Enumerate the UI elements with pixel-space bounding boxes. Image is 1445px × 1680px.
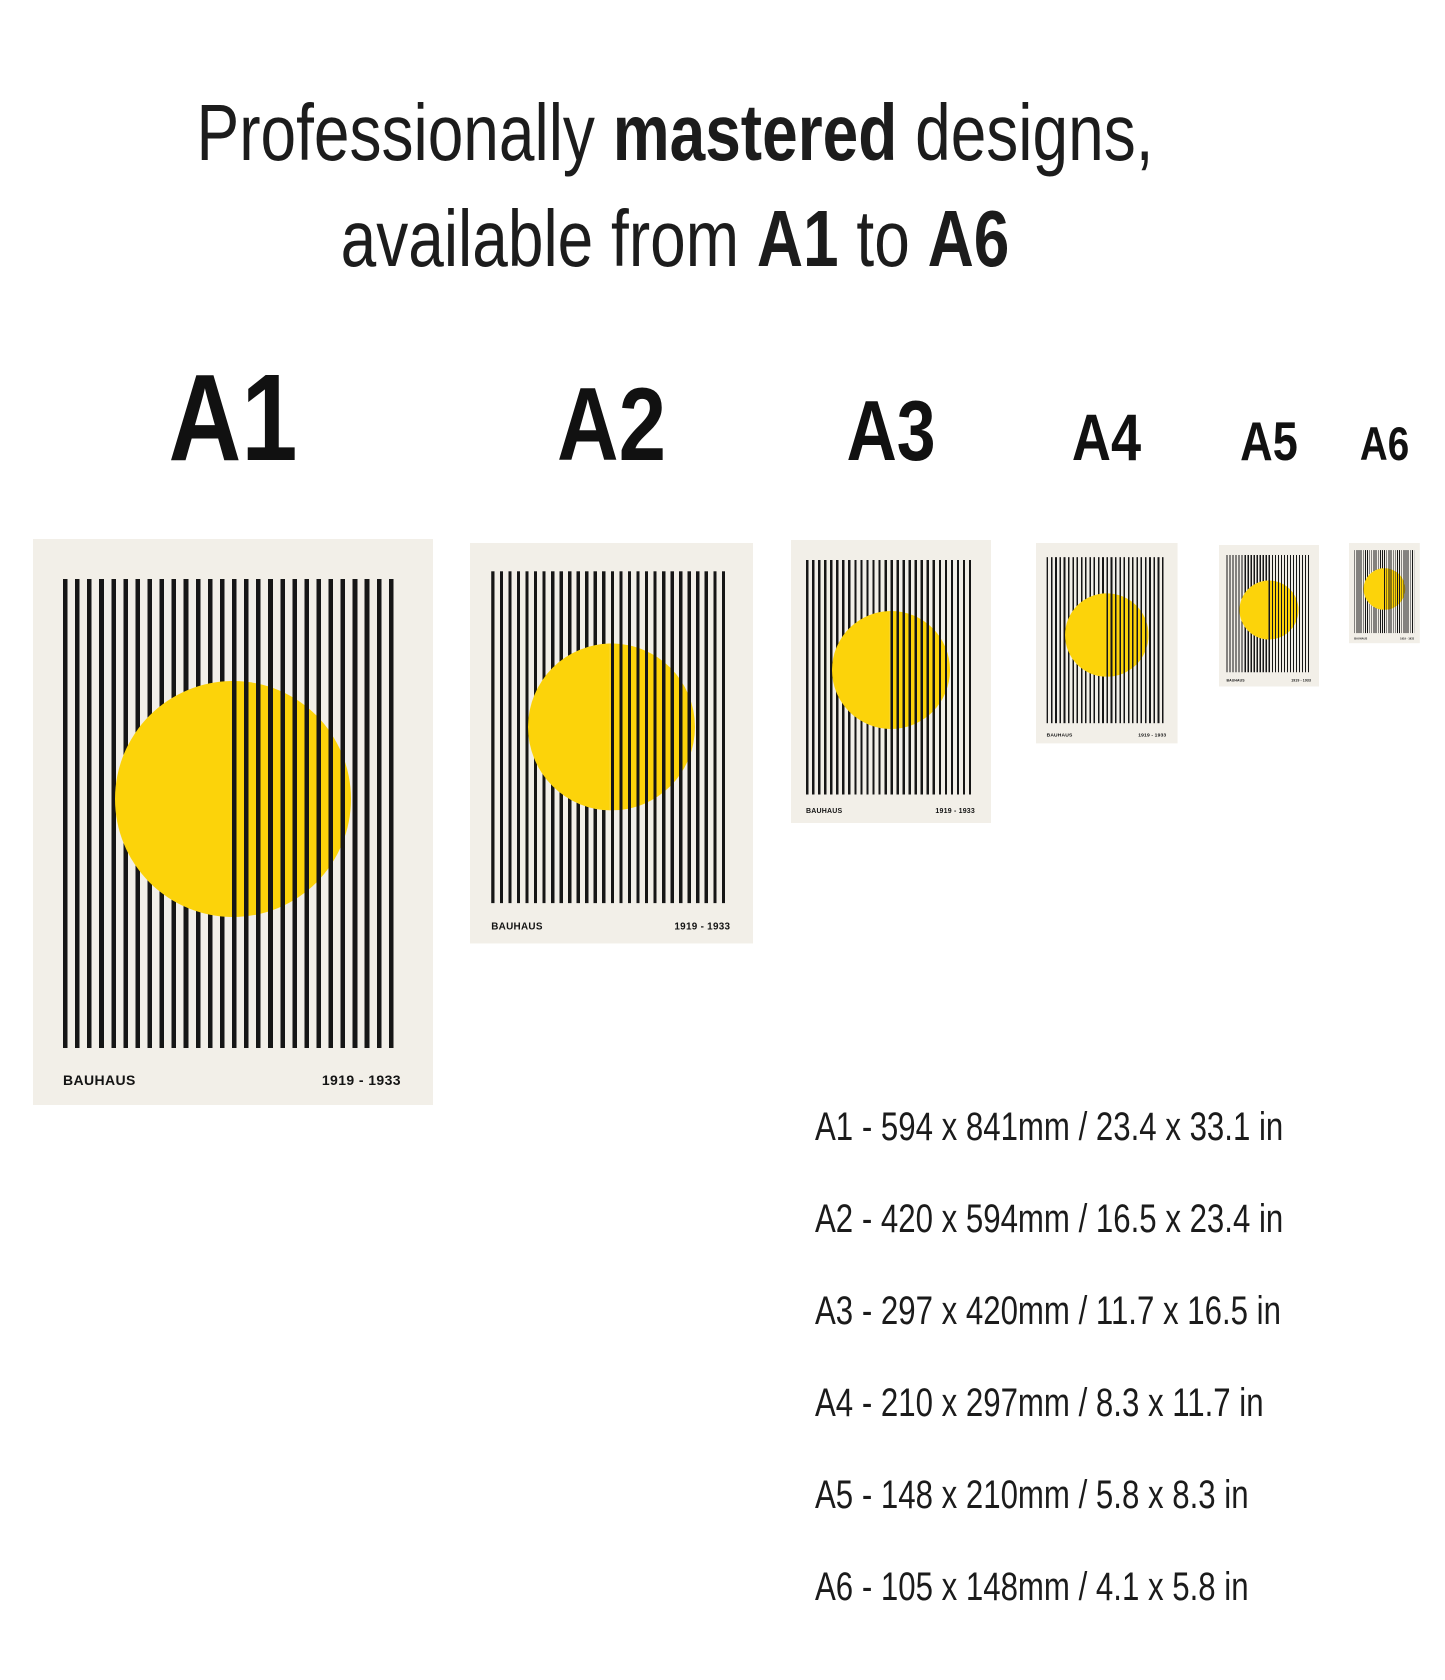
poster-footer: BAUHAUS 1919 - 1933 xyxy=(1354,638,1414,640)
size-list: A1 - 594 x 841mm / 23.4 x 33.1 in A2 - 4… xyxy=(815,1081,1415,1633)
size-label-a6: A6 xyxy=(1359,417,1410,470)
stripe-pattern xyxy=(63,579,401,1048)
poster-a3: BAUHAUS 1919 - 1933 xyxy=(791,540,991,823)
headline-line-1: Professionally mastered designs, xyxy=(135,80,1215,186)
size-row-a5: A5 - 148 x 210mm / 5.8 x 8.3 in xyxy=(815,1473,1249,1517)
poster-brand-label: BAUHAUS xyxy=(1046,731,1073,738)
headline-bold-mastered: mastered xyxy=(612,88,898,177)
size-label-a3: A3 xyxy=(846,384,936,479)
poster-footer: BAUHAUS 1919 - 1933 xyxy=(1047,732,1167,737)
size-label-a4: A4 xyxy=(1071,400,1142,474)
poster-a6: BAUHAUS 1919 - 1933 xyxy=(1349,543,1420,644)
poster-years-label: 1919 - 1933 xyxy=(1400,637,1415,641)
size-label-a2: A2 xyxy=(556,367,667,483)
headline-bold-a6: A6 xyxy=(927,194,1010,283)
poster-years-label: 1919 - 1933 xyxy=(321,1072,401,1088)
poster-footer: BAUHAUS 1919 - 1933 xyxy=(63,1073,401,1087)
poster-brand-label: BAUHAUS xyxy=(1226,678,1245,683)
size-row-a2: A2 - 420 x 594mm / 16.5 x 23.4 in xyxy=(815,1197,1284,1241)
poster-a2-artwork: BAUHAUS 1919 - 1933 xyxy=(470,543,753,944)
poster-a1: BAUHAUS 1919 - 1933 xyxy=(33,539,433,1105)
stripe-pattern xyxy=(806,560,975,795)
poster-a4-artwork: BAUHAUS 1919 - 1933 xyxy=(1036,543,1178,744)
stripe-pattern xyxy=(1226,555,1311,673)
size-label-a1: A1 xyxy=(168,350,298,487)
headline-text: Professionally xyxy=(196,88,613,177)
stripe-pattern xyxy=(1046,557,1167,724)
headline-text: designs, xyxy=(897,88,1154,177)
headline-text: to xyxy=(838,194,928,283)
poster-a3-artwork: BAUHAUS 1919 - 1933 xyxy=(791,540,991,823)
size-row-a4: A4 - 210 x 297mm / 8.3 x 11.7 in xyxy=(815,1381,1264,1425)
poster-years-label: 1919 - 1933 xyxy=(1138,731,1167,738)
size-row-a1: A1 - 594 x 841mm / 23.4 x 33.1 in xyxy=(815,1105,1284,1149)
size-label-a5: A5 xyxy=(1240,410,1298,472)
poster-brand-label: BAUHAUS xyxy=(491,920,543,932)
headline-bold-a1: A1 xyxy=(756,194,839,283)
poster-a1-artwork: BAUHAUS 1919 - 1933 xyxy=(33,539,433,1105)
poster-a6-artwork: BAUHAUS 1919 - 1933 xyxy=(1349,543,1420,644)
poster-footer: BAUHAUS 1919 - 1933 xyxy=(1227,679,1312,683)
size-row-a6: A6 - 105 x 148mm / 4.1 x 5.8 in xyxy=(815,1565,1249,1609)
poster-a5-artwork: BAUHAUS 1919 - 1933 xyxy=(1219,545,1319,687)
poster-brand-label: BAUHAUS xyxy=(1354,637,1368,641)
poster-a5: BAUHAUS 1919 - 1933 xyxy=(1219,545,1319,687)
headline: Professionally mastered designs, availab… xyxy=(0,80,1350,292)
headline-line-2: available from A1 to A6 xyxy=(135,186,1215,292)
poster-brand-label: BAUHAUS xyxy=(63,1072,136,1088)
poster-a2: BAUHAUS 1919 - 1933 xyxy=(470,543,753,944)
size-row-a3: A3 - 297 x 420mm / 11.7 x 16.5 in xyxy=(815,1289,1281,1333)
circle-left-half xyxy=(1363,568,1384,610)
poster-brand-label: BAUHAUS xyxy=(806,806,843,815)
headline-text: available from xyxy=(340,194,757,283)
poster-footer: BAUHAUS 1919 - 1933 xyxy=(806,807,975,814)
poster-years-label: 1919 - 1933 xyxy=(1291,678,1311,683)
stripe-pattern xyxy=(491,571,731,904)
size-labels-row: A1 A2 A3 A4 A5 A6 xyxy=(0,357,1445,480)
poster-a4: BAUHAUS 1919 - 1933 xyxy=(1036,543,1178,744)
poster-footer: BAUHAUS 1919 - 1933 xyxy=(491,921,730,931)
stripe-pattern xyxy=(1354,550,1415,634)
poster-years-label: 1919 - 1933 xyxy=(674,920,731,932)
poster-years-label: 1919 - 1933 xyxy=(935,806,975,815)
